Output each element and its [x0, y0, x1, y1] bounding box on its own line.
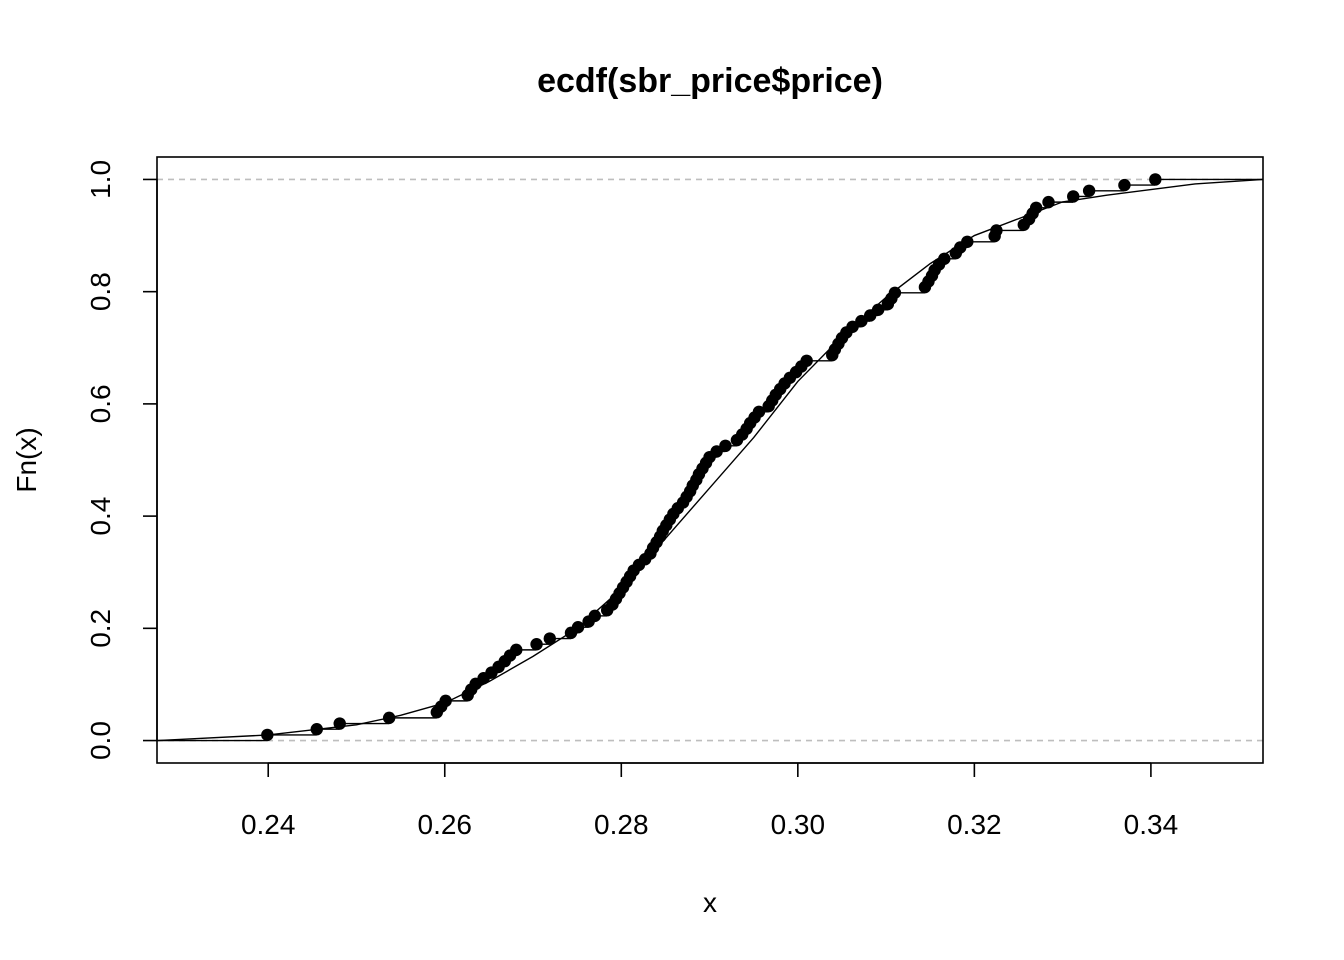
ecdf-point [543, 632, 556, 645]
y-tick-label: 0.2 [85, 609, 116, 648]
ecdf-point [1029, 201, 1043, 214]
ecdf-point [1042, 195, 1055, 209]
ecdf-point [571, 621, 585, 634]
ecdf-point [439, 694, 452, 708]
y-tick-label: 1.0 [85, 160, 116, 199]
chart-title: ecdf(sbr_price$price) [537, 62, 883, 100]
ecdf-point [846, 320, 859, 333]
ecdf-point [530, 638, 543, 651]
y-tick-label: 0.6 [85, 384, 116, 423]
ecdf-points [261, 173, 1162, 742]
ecdf-point [719, 439, 732, 453]
ecdf-point [961, 235, 974, 248]
ecdf-point [588, 609, 602, 623]
y-tick-label: 0.0 [85, 721, 116, 760]
reference-lines [157, 178, 1263, 742]
ecdf-point [333, 717, 346, 730]
ecdf-point [1082, 184, 1096, 197]
ecdf-point [938, 252, 951, 265]
x-tick-label: 0.28 [594, 809, 649, 840]
x-tick-label: 0.26 [418, 809, 473, 840]
ecdf-point [871, 303, 885, 316]
ecdf-point [1067, 190, 1080, 203]
ecdf-point [710, 445, 723, 458]
ecdf-point [888, 286, 902, 299]
ecdf-point [800, 354, 813, 367]
x-axis: 0.24 0.26 0.28 0.30 0.32 0.34 [241, 762, 1179, 840]
y-tick-label: 0.8 [85, 272, 116, 311]
x-tick-label: 0.32 [947, 809, 1002, 840]
ecdf-point [855, 314, 868, 328]
ecdf-point [510, 643, 523, 657]
x-tick-label: 0.34 [1124, 809, 1179, 840]
y-tick-label: 0.4 [85, 497, 116, 536]
ecdf-point [990, 224, 1003, 237]
ecdf-point [1118, 178, 1131, 192]
x-tick-label: 0.24 [241, 809, 296, 840]
x-axis-label: x [703, 887, 717, 918]
ecdf-point [310, 723, 323, 736]
x-tick-label: 0.30 [771, 809, 826, 840]
y-axis: 0.0 0.2 0.4 0.6 0.8 1.0 [85, 160, 158, 760]
ecdf-point [382, 711, 396, 725]
ecdf-point [752, 405, 766, 419]
ecdf-point [261, 728, 274, 742]
ecdf-point [1149, 173, 1162, 186]
y-axis-label: Fn(x) [11, 427, 42, 492]
